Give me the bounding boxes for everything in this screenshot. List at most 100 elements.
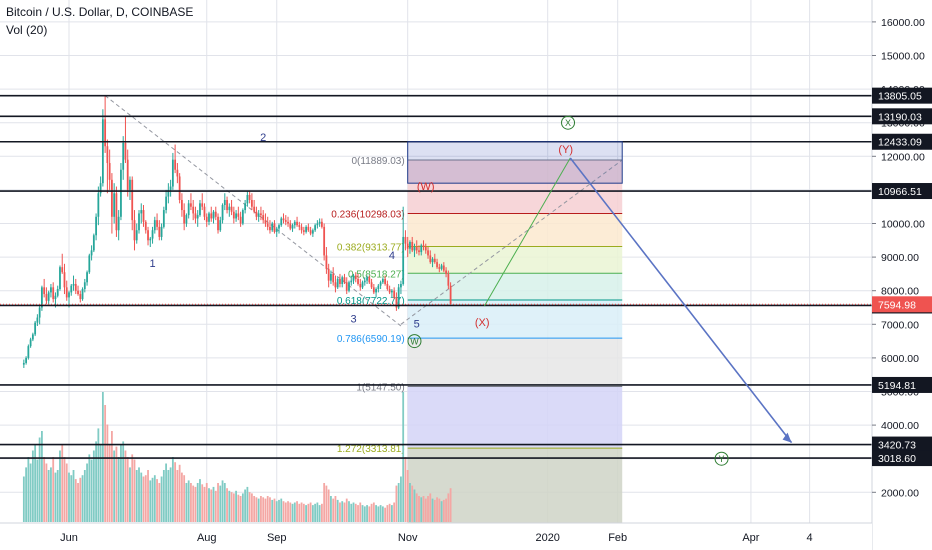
volume-bar [305, 505, 307, 522]
candle-body [298, 225, 301, 227]
candle-body [436, 262, 438, 268]
candle-body [47, 292, 50, 301]
volume-bar [38, 437, 41, 522]
candle-body [354, 275, 357, 279]
candle-body [187, 203, 190, 216]
volume-bar [56, 470, 59, 522]
level-price-tag-text: 3018.60 [878, 453, 916, 465]
candle-body [174, 159, 177, 170]
volume-bar [122, 441, 125, 522]
volume-bar [429, 493, 432, 522]
volume-bar [352, 502, 355, 522]
candle-body [43, 287, 46, 295]
volume-bar [393, 502, 396, 522]
candle-body [235, 213, 237, 219]
volume-bar [366, 505, 368, 522]
volume-bar [86, 463, 88, 522]
volume-bar [320, 503, 323, 522]
candle-body [372, 287, 375, 293]
candle-body [366, 277, 368, 281]
volume-bar [117, 457, 120, 522]
candle-body [449, 285, 452, 305]
volume-bar [275, 501, 278, 522]
candle-body [433, 258, 436, 263]
candle-body [379, 282, 382, 286]
candle-body [205, 216, 208, 222]
volume-bar [54, 472, 57, 522]
volume-bar [361, 505, 364, 522]
candle-body [208, 213, 210, 222]
volume-bar [63, 457, 66, 522]
candle-body [61, 267, 64, 273]
candle-body [271, 223, 274, 231]
fib-level-label: 0.382(9313.77) [337, 243, 405, 254]
candle-body [406, 243, 409, 249]
candle-body [122, 142, 125, 170]
wave-circle-label: X [565, 118, 571, 128]
volume-bar [420, 497, 423, 522]
fib-band [407, 386, 623, 449]
candle-body [144, 221, 147, 231]
price-tick-label: 2000.00 [881, 487, 919, 499]
candle-body [253, 206, 256, 212]
volume-bar [334, 496, 337, 522]
candle-body [178, 176, 181, 200]
volume-bar [219, 485, 222, 522]
candle-body [31, 334, 34, 340]
fib-band [407, 213, 623, 247]
candle-body [440, 265, 443, 269]
candle-body [165, 196, 167, 211]
volume-bar [217, 483, 219, 522]
candle-body [409, 241, 411, 249]
volume-bar [201, 484, 204, 522]
candle-body [29, 339, 32, 347]
volume-bar [325, 485, 328, 522]
candle-body [248, 194, 251, 200]
volume-bar [433, 499, 436, 522]
candle-body [316, 223, 319, 226]
price-tick-label: 6000.00 [881, 353, 919, 365]
volume-bar [210, 489, 213, 522]
candle-body [341, 277, 344, 284]
time-axis-background [0, 523, 872, 550]
volume-bar [438, 498, 441, 522]
candle-body [246, 194, 249, 204]
candle-body [282, 218, 285, 221]
candle-body [241, 210, 244, 224]
volume-bar [158, 483, 161, 522]
volume-bar [129, 467, 131, 522]
candle-body [158, 226, 161, 237]
candle-body [52, 287, 55, 300]
candle-body [320, 221, 323, 227]
volume-bar [34, 444, 37, 522]
volume-bar [43, 457, 46, 522]
candle-body [199, 203, 201, 216]
candle-body [54, 295, 57, 300]
level-price-tag-text: 5194.81 [878, 380, 916, 392]
candle-body [101, 119, 104, 184]
candle-body [38, 307, 41, 318]
volume-bar [31, 450, 34, 522]
price-tick-label: 9000.00 [881, 252, 919, 264]
candle-body [149, 238, 152, 241]
candle-body [70, 285, 73, 293]
candle-body [50, 287, 52, 293]
volume-bar [253, 496, 256, 522]
time-tick-label: Feb [608, 532, 627, 544]
current-price-tag [872, 296, 932, 313]
volume-bar [424, 498, 427, 522]
candle-body [147, 230, 149, 241]
candle-body [135, 230, 138, 241]
time-tick-label: Apr [742, 532, 759, 544]
projection-arrowhead [782, 432, 792, 443]
volume-bar [140, 472, 143, 522]
candle-body [266, 223, 269, 227]
candle-body [438, 267, 441, 269]
candle-body [27, 346, 30, 358]
target-box[interactable] [407, 141, 623, 184]
volume-bar [171, 457, 174, 522]
candle-body [181, 199, 183, 211]
candle-body [111, 179, 113, 217]
volume-bar [65, 463, 68, 522]
